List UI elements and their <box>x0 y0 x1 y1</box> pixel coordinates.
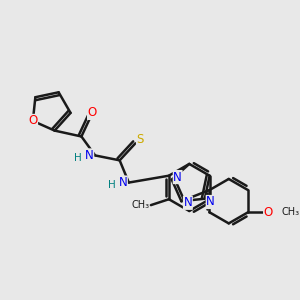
Text: CH₃: CH₃ <box>131 200 149 210</box>
Text: O: O <box>88 106 97 119</box>
Text: N: N <box>85 149 94 162</box>
Text: H: H <box>74 153 82 163</box>
Text: O: O <box>28 114 38 128</box>
Text: N: N <box>118 176 127 189</box>
Text: H: H <box>108 180 116 190</box>
Text: O: O <box>264 206 273 219</box>
Text: N: N <box>184 196 192 209</box>
Text: N: N <box>173 171 182 184</box>
Text: CH₃: CH₃ <box>281 207 299 217</box>
Text: N: N <box>206 196 215 208</box>
Text: S: S <box>136 133 144 146</box>
